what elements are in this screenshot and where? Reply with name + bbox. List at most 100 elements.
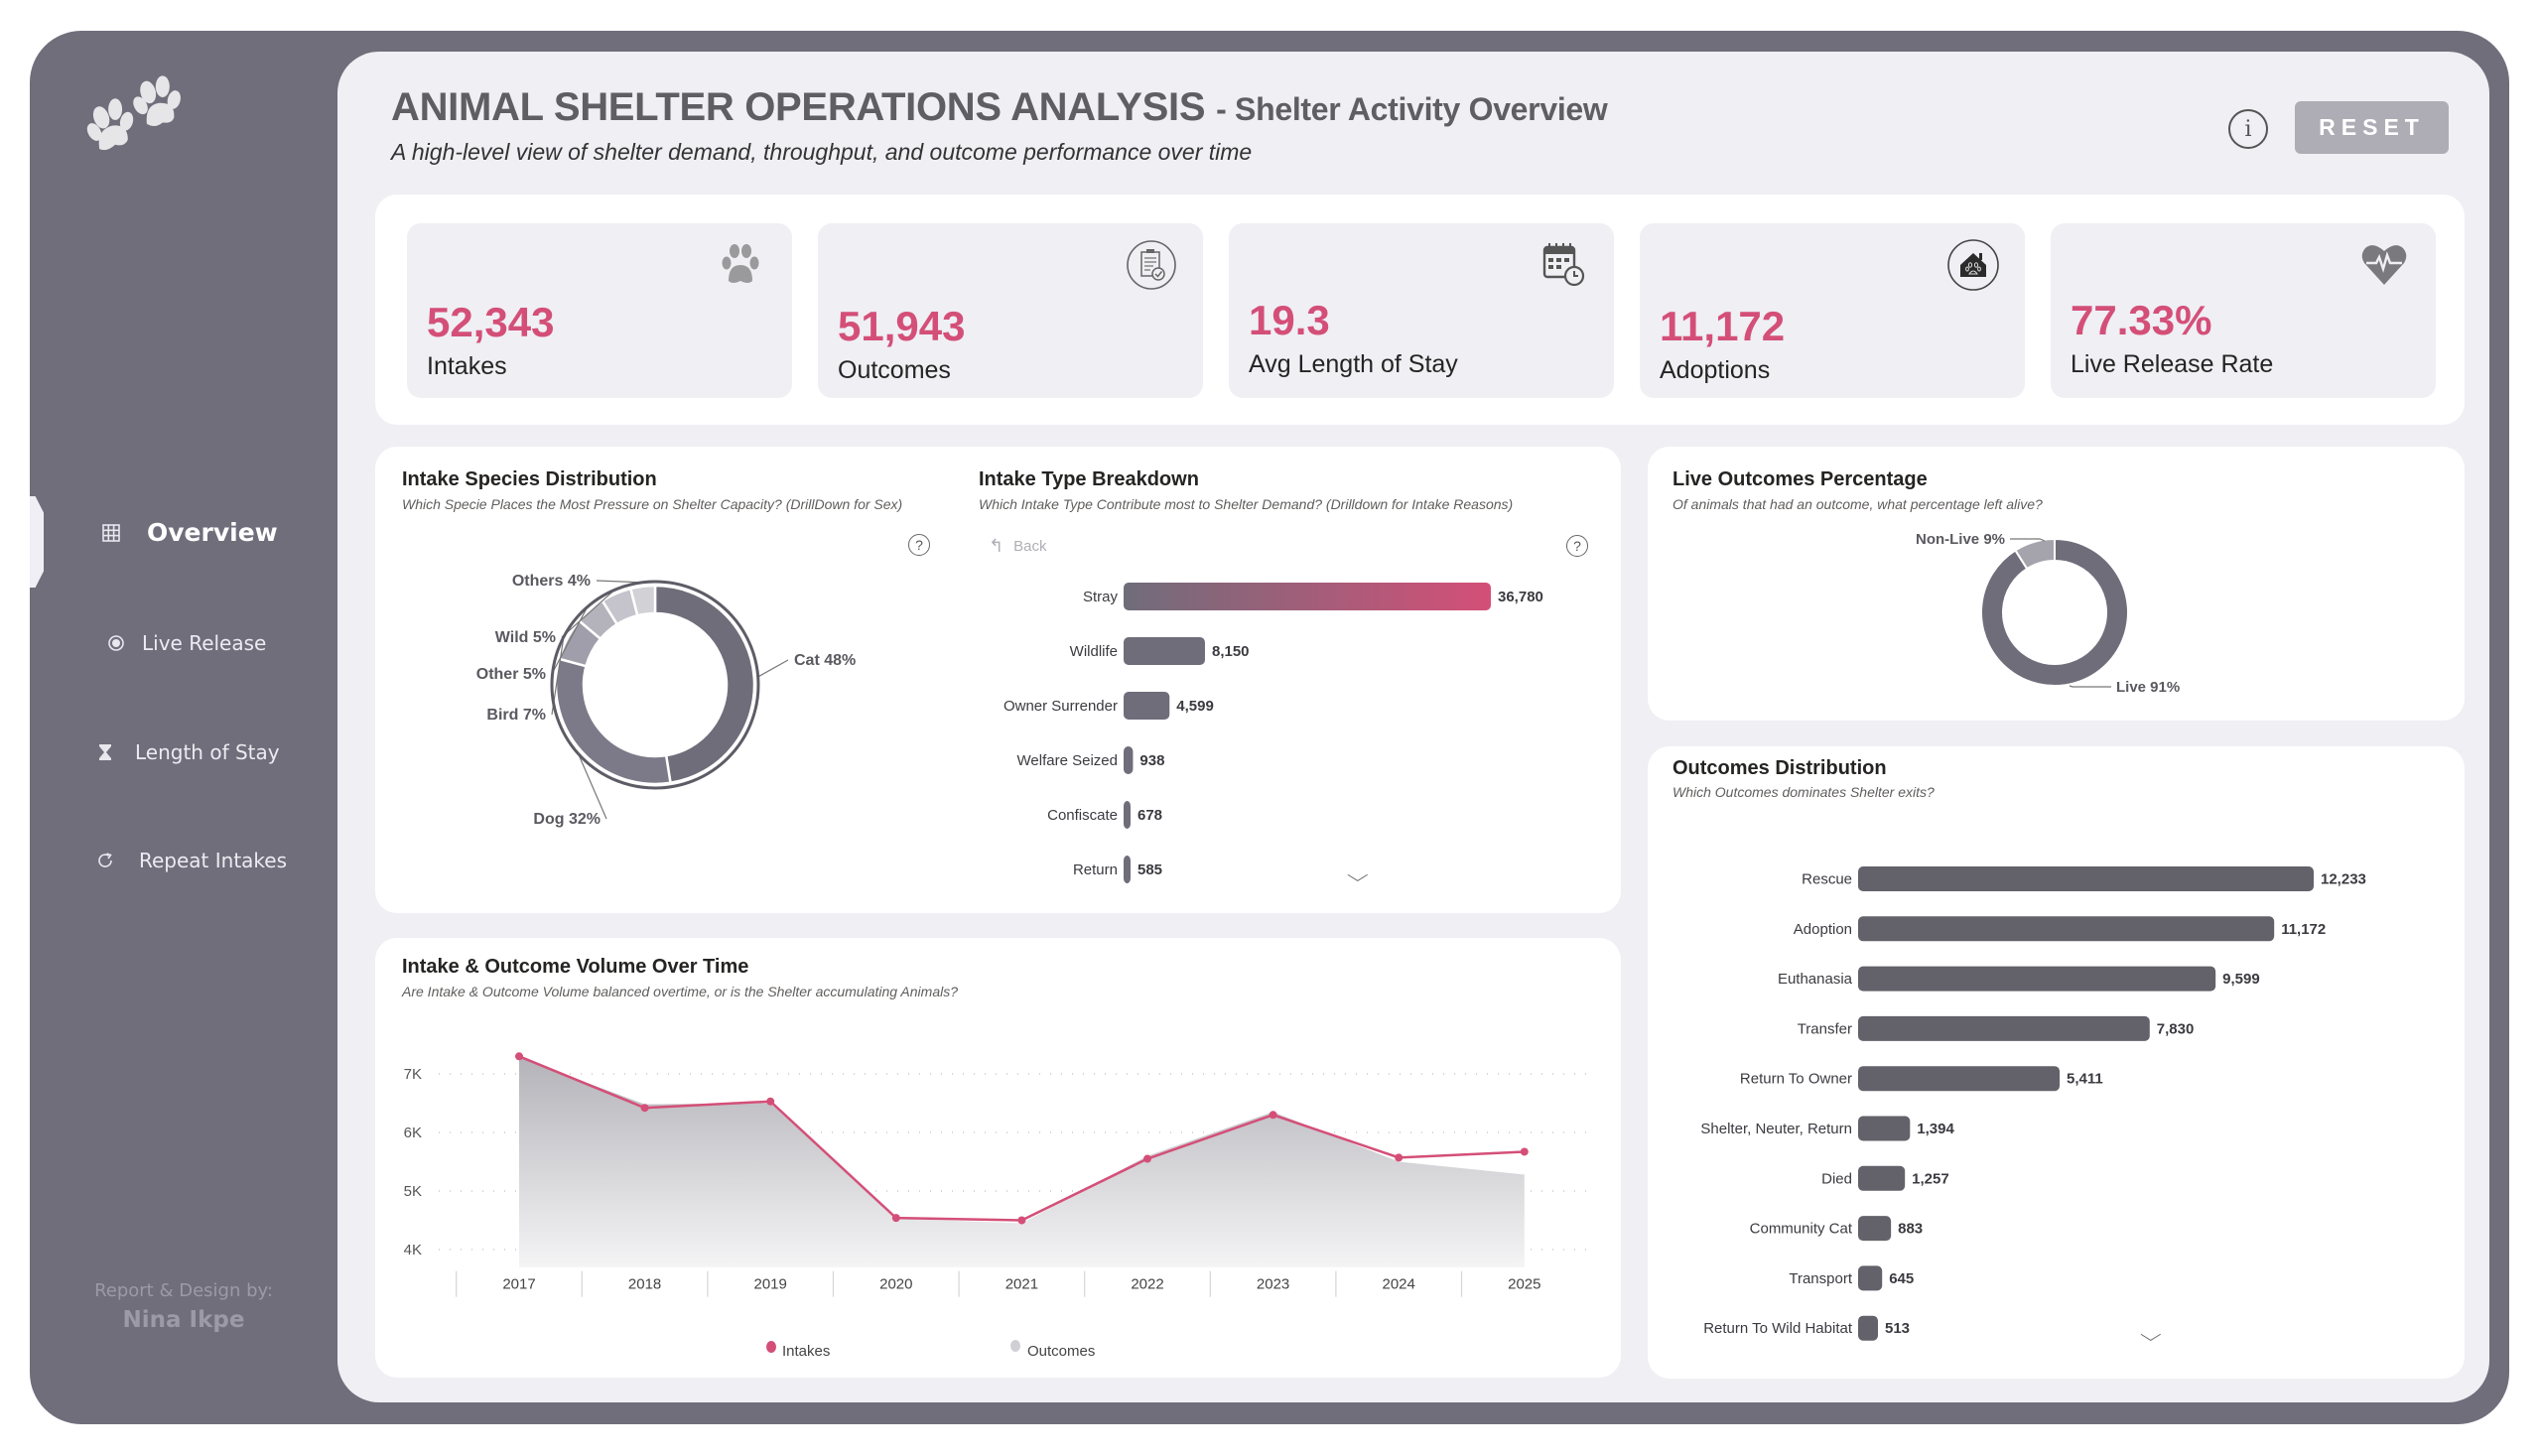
data-label: 8,150 xyxy=(1212,643,1250,660)
category-label: Wildlife xyxy=(1070,643,1118,660)
bar-died[interactable] xyxy=(1858,1165,1906,1191)
donut-slice-cat[interactable] xyxy=(653,584,756,785)
category-label: Adoption xyxy=(1794,921,1852,938)
kpi-label: Intakes xyxy=(427,352,507,380)
reset-button[interactable]: RESET xyxy=(2295,101,2449,154)
intakes-point[interactable] xyxy=(1143,1154,1151,1163)
hourglass-icon xyxy=(85,743,125,761)
calendar-clock-icon xyxy=(1542,243,1585,287)
intake-type-title: Intake Type Breakdown xyxy=(979,468,1199,490)
help-icon[interactable]: ? xyxy=(908,534,930,556)
sidebar-item-repeat-intakes[interactable]: Repeat Intakes xyxy=(0,849,308,872)
kpi-value: 77.33% xyxy=(2071,297,2212,343)
back-button[interactable]: ↰ Back xyxy=(989,536,1046,557)
kpi-value: 52,343 xyxy=(427,299,555,345)
x-tick-label: 2022 xyxy=(1131,1276,1163,1293)
species-subtitle: Which Specie Places the Most Pressure on… xyxy=(402,496,903,512)
leader-line xyxy=(561,589,615,638)
volume-title: Intake & Outcome Volume Over Time xyxy=(402,956,749,978)
bar-transport[interactable] xyxy=(1858,1265,1883,1291)
info-button[interactable]: i xyxy=(2228,109,2268,149)
intakes-point[interactable] xyxy=(515,1052,523,1061)
species-donut-chart[interactable]: Cat 48% Dog 32% Bird 7% Other 5% Wild 5% Othe… xyxy=(377,526,933,883)
live-outcomes-donut-chart[interactable]: Non-Live 9% Live 91% xyxy=(1846,521,2243,720)
y-tick-label: 6K xyxy=(404,1125,422,1141)
bar-transfer[interactable] xyxy=(1858,1015,2150,1041)
legend-label-outcomes[interactable]: Outcomes xyxy=(1027,1343,1095,1360)
bar-community-cat[interactable] xyxy=(1858,1216,1892,1242)
category-label: Return xyxy=(1073,861,1118,878)
bar-stray[interactable] xyxy=(1124,583,1491,610)
bar-return[interactable] xyxy=(1124,856,1131,883)
kpi-label: Live Release Rate xyxy=(2071,350,2274,378)
intakes-point[interactable] xyxy=(1269,1111,1277,1120)
data-label: Others 4% xyxy=(512,573,591,590)
bar-confiscate[interactable] xyxy=(1124,801,1131,829)
bar-welfare-seized[interactable] xyxy=(1124,746,1134,774)
data-label: 1,257 xyxy=(1912,1170,1949,1187)
sidebar-item-label: Overview xyxy=(147,518,278,547)
data-label: Cat 48% xyxy=(794,652,856,669)
intakes-point[interactable] xyxy=(891,1214,900,1223)
data-label: Live 91% xyxy=(2116,679,2180,696)
y-tick-label: 5K xyxy=(404,1183,422,1200)
bar-owner-surrender[interactable] xyxy=(1124,692,1170,720)
category-label: Euthanasia xyxy=(1778,971,1853,988)
sidebar-item-live-release[interactable]: Live Release xyxy=(0,631,308,655)
bar-shelter-neuter-return[interactable] xyxy=(1858,1116,1911,1141)
bar-euthanasia[interactable] xyxy=(1858,966,2216,992)
sidebar-item-overview[interactable]: Overview xyxy=(0,518,308,547)
category-label: Return To Wild Habitat xyxy=(1703,1320,1853,1337)
intakes-point[interactable] xyxy=(766,1097,775,1106)
bar-adoption[interactable] xyxy=(1858,916,2275,942)
kpi-value: 11,172 xyxy=(1660,303,1786,349)
intakes-point[interactable] xyxy=(1520,1147,1529,1156)
sidebar-item-length-of-stay[interactable]: Length of Stay xyxy=(0,740,308,764)
sidebar-item-label: Live Release xyxy=(142,631,267,655)
category-label: Stray xyxy=(1083,589,1119,605)
data-label: 883 xyxy=(1898,1221,1923,1238)
bar-return-to-owner[interactable] xyxy=(1858,1066,2061,1092)
data-label: 513 xyxy=(1885,1320,1910,1337)
intakes-point[interactable] xyxy=(640,1104,649,1113)
help-icon[interactable]: ? xyxy=(1566,535,1588,557)
intakes-point[interactable] xyxy=(1017,1216,1026,1225)
leader-line xyxy=(2069,685,2111,688)
donut-slice-others[interactable] xyxy=(628,584,657,617)
data-label: Dog 32% xyxy=(533,811,601,828)
outcomes-area[interactable] xyxy=(519,1057,1525,1267)
y-tick-label: 7K xyxy=(404,1066,422,1083)
intake-type-bar-chart[interactable]: Stray 36,780 Wildlife 8,150 Owner Surrender 4… xyxy=(973,566,1608,893)
intakes-point[interactable] xyxy=(1395,1153,1404,1162)
bar-rescue[interactable] xyxy=(1858,866,2314,891)
category-label: Community Cat xyxy=(1750,1221,1853,1238)
back-arrow-icon: ↰ xyxy=(989,536,1004,556)
data-label: 4,599 xyxy=(1176,698,1214,715)
bar-wildlife[interactable] xyxy=(1124,637,1205,665)
kpi-value: 51,943 xyxy=(838,303,966,349)
grid-icon xyxy=(91,523,131,542)
scroll-down-chevron-icon[interactable]: ⌵ xyxy=(2139,1325,2162,1345)
outcomes-dist-title: Outcomes Distribution xyxy=(1672,757,1887,779)
x-tick-label: 2023 xyxy=(1257,1276,1289,1293)
scroll-down-chevron-icon[interactable]: ⌵ xyxy=(1346,865,1369,885)
volume-subtitle: Are Intake & Outcome Volume balanced ove… xyxy=(402,984,959,999)
data-label: 645 xyxy=(1889,1270,1914,1287)
page-title-sub: - Shelter Activity Overview xyxy=(1216,91,1608,127)
kpi-label: Outcomes xyxy=(838,356,951,384)
volume-line-chart[interactable]: 4K 5K 6K 7K 2017 2018 2019 2020 2021 2022 2023 2024… xyxy=(377,1022,1618,1370)
outcomes-bar-chart[interactable]: Rescue 12,233 Adoption 11,172 Euthanasia 9,59… xyxy=(1653,849,2447,1345)
donut-slice-live[interactable] xyxy=(1980,537,2129,687)
kpi-value: 19.3 xyxy=(1249,297,1330,343)
credit: Report & Design by: Nina Ikpe xyxy=(30,1280,337,1333)
donut-outer-ring xyxy=(550,580,760,790)
legend-label-intakes[interactable]: Intakes xyxy=(782,1343,830,1360)
x-tick-label: 2019 xyxy=(754,1276,787,1293)
donut-slice-dog[interactable] xyxy=(554,657,672,786)
kpi-card-live-release-rate: 77.33% Live Release Rate xyxy=(2051,223,2436,398)
legend-marker-outcomes xyxy=(1010,1340,1020,1352)
bar-return-to-wild-habitat[interactable] xyxy=(1858,1315,1878,1341)
data-label: 7,830 xyxy=(2157,1020,2195,1037)
back-label: Back xyxy=(1013,538,1047,555)
category-label: Welfare Seized xyxy=(1017,752,1118,769)
